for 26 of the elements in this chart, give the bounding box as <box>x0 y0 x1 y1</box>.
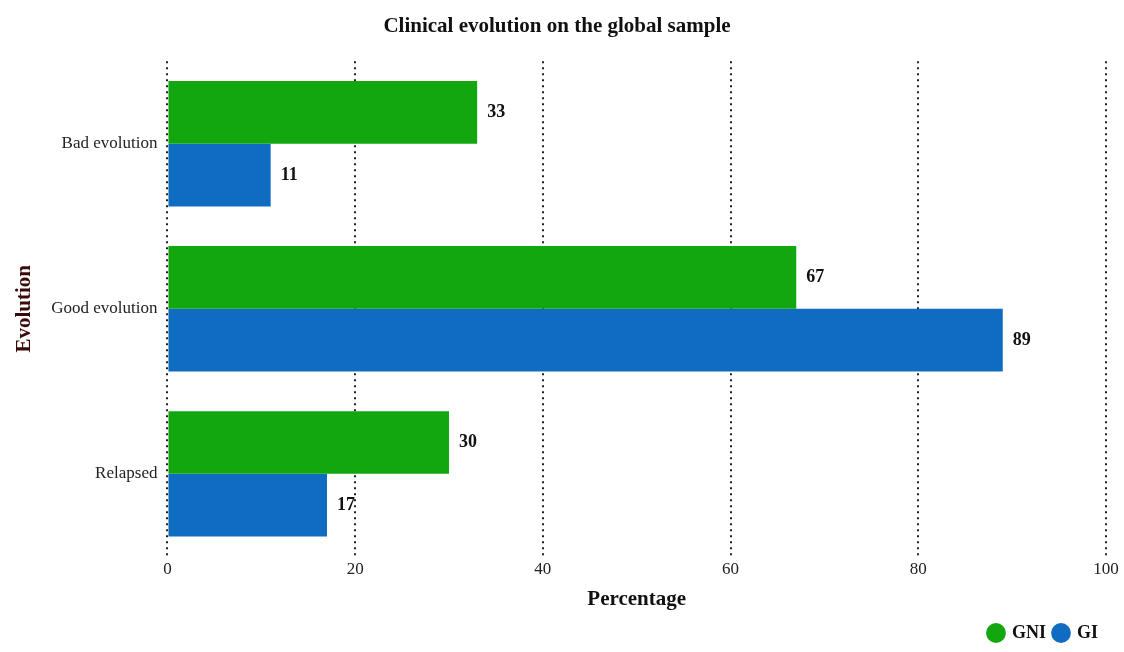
y-tick-label: Good evolution <box>51 298 158 318</box>
x-tick-label: 0 <box>163 559 172 579</box>
data-label: 11 <box>280 163 298 184</box>
y-axis-title: Evolution <box>11 264 36 353</box>
data-label: 89 <box>1012 328 1031 349</box>
bar <box>168 246 797 309</box>
y-tick-label: Relapsed <box>95 463 158 483</box>
bar <box>168 308 1003 372</box>
chart-title: Clinical evolution on the global sample <box>383 13 731 38</box>
legend-label: GI <box>1076 621 1099 642</box>
data-label: 30 <box>459 431 478 452</box>
x-tick-label: 20 <box>346 559 364 579</box>
x-tick-label: 80 <box>909 559 927 579</box>
x-tick-label: 100 <box>1093 559 1119 579</box>
data-label: 67 <box>806 266 825 287</box>
bar <box>168 473 327 537</box>
legend-label: GNI <box>1011 621 1046 642</box>
data-label: 17 <box>337 493 355 514</box>
data-label: 33 <box>487 101 506 122</box>
x-axis-title: Percentage <box>587 585 687 610</box>
y-tick-label: Bad evolution <box>61 133 158 153</box>
bar <box>168 143 271 207</box>
bar <box>168 81 478 144</box>
x-tick-label: 60 <box>722 559 740 579</box>
bar <box>168 411 450 474</box>
x-tick-label: 40 <box>534 559 552 579</box>
